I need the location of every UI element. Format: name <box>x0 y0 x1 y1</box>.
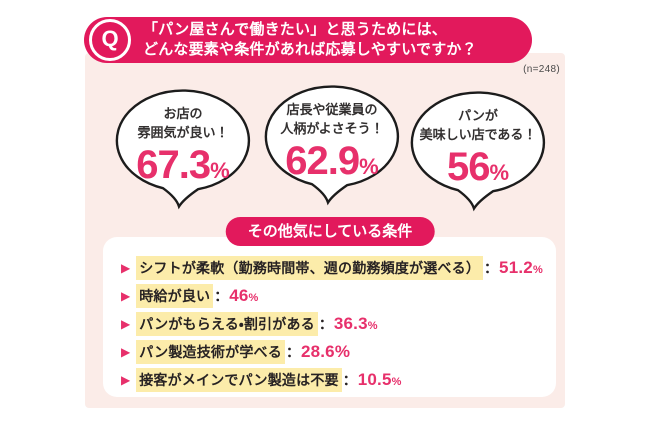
answer-bubble-3: パンが 美味しい店である！ 56% <box>408 90 548 212</box>
speech-bubble-icon <box>115 89 251 210</box>
condition-separator: ： <box>342 372 357 388</box>
condition-label: パン製造技術が学べる <box>136 340 285 364</box>
condition-value: 10.5% <box>358 370 402 390</box>
answer-value-number: 56 <box>446 144 490 189</box>
condition-value-unit: % <box>532 264 543 276</box>
condition-value-number: 10.5 <box>357 370 392 389</box>
answer-bubble-1: お店の 雰囲気が良い！ 67.3% <box>113 88 253 210</box>
answer-value: 56% <box>447 146 509 188</box>
condition-label: パンがもらえる・割引がある <box>136 312 318 336</box>
answer-label: 店長や従業員の 人柄がよさそう！ <box>280 101 383 139</box>
answer-bubble-2: 店長や従業員の 人柄がよさそう！ 62.9% <box>262 84 402 206</box>
triangle-bullet-icon: ▶ <box>121 373 131 387</box>
condition-separator: ： <box>214 288 229 304</box>
question-q-icon: Q <box>89 19 131 61</box>
condition-item-2: ▶ 時給が良い ： 46% <box>121 282 542 310</box>
condition-value: 36.3% <box>334 314 378 334</box>
answer-label: お店の 雰囲気が良い！ <box>137 105 228 143</box>
triangle-bullet-icon: ▶ <box>121 345 131 359</box>
condition-value: 28.6% <box>301 342 350 362</box>
answer-value-unit: % <box>359 153 379 179</box>
triangle-bullet-icon: ▶ <box>121 289 131 303</box>
condition-label: 接客がメインでパン製造は不要 <box>136 368 342 392</box>
answer-value: 67.3% <box>136 144 229 186</box>
question-line-1: 「パン屋さんで働きたい」と思うためには、 <box>143 20 448 38</box>
answer-bubble-2-content: 店長や従業員の 人柄がよさそう！ 62.9% <box>262 101 402 186</box>
answer-label-line2: 美味しい店である！ <box>419 126 537 142</box>
triangle-bullet-icon: ▶ <box>121 261 131 275</box>
condition-value-unit: % <box>367 320 378 332</box>
condition-value-number: 28.6% <box>300 342 351 361</box>
answer-label: パンが 美味しい店である！ <box>420 107 537 145</box>
answer-label-line1: パンが <box>458 108 498 123</box>
sample-size-label: (n=248) <box>523 64 560 75</box>
answer-label-line1: 店長や従業員の <box>286 102 378 117</box>
triangle-bullet-icon: ▶ <box>121 317 131 331</box>
condition-value-number: 36.3 <box>333 314 368 333</box>
question-line-2: どんな要素や条件があれば応募しやすいですか？ <box>143 41 477 58</box>
answer-value-unit: % <box>489 159 510 185</box>
answer-label-line1: お店の <box>163 106 203 121</box>
answer-value-number: 62.9 <box>285 138 360 183</box>
answer-value-number: 67.3 <box>136 142 211 187</box>
condition-separator: ： <box>285 344 300 360</box>
question-header: Q 「パン屋さんで働きたい」と思うためには、 どんな要素や条件があれば応募しやす… <box>84 17 532 63</box>
condition-label: シフトが柔軟（勤務時間帯、週の勤務頻度が選べる） <box>136 256 484 280</box>
other-conditions-title: その他気にしている条件 <box>225 217 435 246</box>
speech-bubble-icon <box>264 85 400 206</box>
condition-item-3: ▶ パンがもらえる・割引がある ： 36.3% <box>121 310 542 338</box>
condition-separator: ： <box>484 260 499 276</box>
condition-item-4: ▶ パン製造技術が学べる ： 28.6% <box>121 338 542 366</box>
answer-label-line2: 雰囲気が良い！ <box>137 124 229 140</box>
condition-item-1: ▶ シフトが柔軟（勤務時間帯、週の勤務頻度が選べる） ： 51.2% <box>121 254 543 282</box>
answer-bubble-3-content: パンが 美味しい店である！ 56% <box>408 107 548 192</box>
condition-value: 51.2% <box>499 258 543 278</box>
condition-value-unit: % <box>391 376 402 388</box>
condition-separator: ： <box>318 316 333 332</box>
condition-value: 46% <box>229 286 258 306</box>
condition-value-number: 51.2 <box>499 258 533 277</box>
condition-label: 時給が良い <box>136 284 214 308</box>
answer-label-line2: 人柄がよさそう！ <box>280 120 384 136</box>
condition-item-5: ▶ 接客がメインでパン製造は不要 ： 10.5% <box>121 366 542 394</box>
other-conditions-panel: ▶ シフトが柔軟（勤務時間帯、週の勤務頻度が選べる） ： 51.2% ▶ 時給が… <box>103 237 556 397</box>
answer-bubble-1-content: お店の 雰囲気が良い！ 67.3% <box>113 105 253 190</box>
speech-bubble-icon <box>410 91 546 212</box>
answer-value: 62.9% <box>285 140 378 182</box>
answer-value-unit: % <box>210 157 230 183</box>
question-text: 「パン屋さんで働きたい」と思うためには、 どんな要素や条件があれば応募しやすいで… <box>143 20 477 61</box>
condition-value-number: 46 <box>229 286 249 305</box>
condition-value-unit: % <box>248 292 259 304</box>
